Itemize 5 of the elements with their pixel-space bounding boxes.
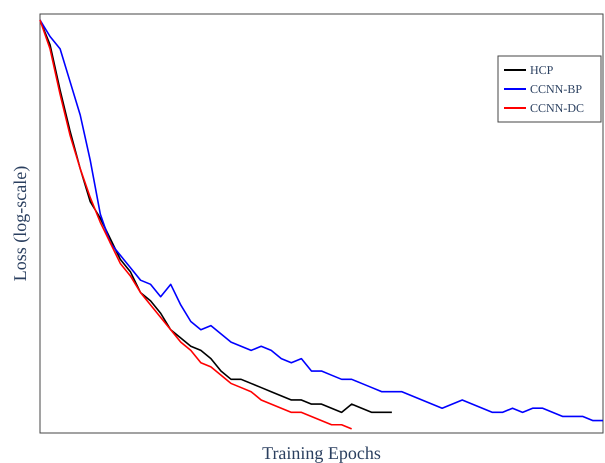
y-axis-title: Loss (log-scale) <box>10 166 30 282</box>
x-axis-title: Training Epochs <box>262 443 381 463</box>
legend-label: CCNN-DC <box>530 101 584 115</box>
legend-label: CCNN-BP <box>530 82 582 96</box>
legend-label: HCP <box>530 63 554 77</box>
